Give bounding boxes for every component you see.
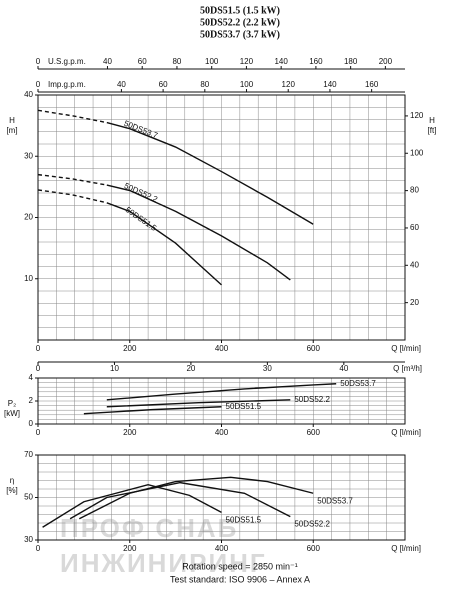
y-tick-label: 30 [24, 151, 33, 160]
x-tick-label: 400 [215, 344, 229, 353]
x-tick-label: 0 [36, 80, 41, 89]
x-tick-label: 140 [323, 80, 337, 89]
curve-label: 50DS53.7 [340, 379, 376, 388]
x-tick-label: 40 [103, 57, 112, 66]
y2-axis-label: H [429, 116, 435, 125]
x-tick-label: 400 [215, 428, 229, 437]
curve [37, 109, 107, 124]
curve [83, 406, 222, 415]
curve-label: 50DS51.5 [124, 205, 159, 233]
y-tick-label: 20 [24, 213, 33, 222]
x-tick-label: 100 [205, 57, 219, 66]
x-tick-label: 0 [36, 344, 41, 353]
x-tick-label: 60 [138, 57, 147, 66]
x-tick-label: 140 [274, 57, 288, 66]
x-tick-label: 40 [117, 80, 126, 89]
x-tick-label: 160 [365, 80, 379, 89]
y2-tick-label: 40 [410, 260, 419, 269]
y-axis-label: η [10, 476, 14, 485]
title-line: 50DS51.5 (1.5 kW) [200, 5, 280, 16]
curve-label: 50DS51.5 [226, 515, 262, 524]
y-tick-label: 10 [24, 274, 33, 283]
title-line: 50DS52.2 (2.2 kW) [200, 17, 280, 28]
x-tick-label: 10 [110, 364, 119, 373]
x-tick-label: 30 [263, 364, 272, 373]
footer-line: Test standard: ISO 9906 – Annex A [170, 574, 310, 584]
x-axis-label: Q [l/min] [391, 428, 421, 437]
x-tick-label: 200 [123, 428, 137, 437]
y-tick-label: 2 [29, 396, 34, 405]
curve [37, 173, 107, 186]
x-axis-label: U.S.g.p.m. [48, 57, 86, 66]
y-axis-unit: [%] [6, 486, 18, 495]
x-tick-label: 200 [123, 344, 137, 353]
curve [69, 481, 291, 520]
y2-tick-label: 120 [410, 111, 424, 120]
y-tick-label: 50 [24, 493, 33, 502]
x-tick-label: 180 [344, 57, 358, 66]
title-line: 50DS53.7 (3.7 kW) [200, 29, 280, 40]
x-tick-label: 600 [307, 344, 321, 353]
curve [106, 121, 314, 225]
curve [42, 484, 222, 528]
y-axis-unit: [m] [6, 126, 17, 135]
curve [37, 189, 107, 204]
y2-tick-label: 60 [410, 223, 419, 232]
footer-line: Rotation speed = 2850 min⁻¹ [182, 561, 298, 571]
curve [106, 202, 222, 286]
x-tick-label: 120 [240, 57, 254, 66]
x-tick-label: 200 [123, 544, 137, 553]
curve [106, 399, 291, 408]
y-tick-label: 0 [29, 419, 34, 428]
x-tick-label: 160 [309, 57, 323, 66]
y-axis-label: P₂ [8, 399, 16, 408]
x-tick-label: 0 [36, 364, 41, 373]
x-tick-label: 40 [339, 364, 348, 373]
curve [78, 476, 314, 520]
y2-tick-label: 20 [410, 298, 419, 307]
x-tick-label: 0 [36, 57, 41, 66]
y2-tick-label: 100 [410, 148, 424, 157]
y-tick-label: 40 [24, 90, 33, 99]
x-tick-label: 600 [307, 544, 321, 553]
curve-label: 50DS52.2 [294, 520, 330, 529]
y-axis-label: H [9, 116, 15, 125]
curve-label: 50DS52.2 [123, 181, 160, 204]
watermark: ПРОФ СНАБ [60, 513, 238, 543]
y-tick-label: 4 [29, 373, 34, 382]
y2-tick-label: 80 [410, 186, 419, 195]
y2-axis-unit: [ft] [428, 126, 437, 135]
y-tick-label: 30 [24, 535, 33, 544]
x-tick-label: 600 [307, 428, 321, 437]
curve-label: 50DS52.2 [294, 395, 330, 404]
x-tick-label: 80 [200, 80, 209, 89]
curve-label: 50DS51.5 [226, 402, 262, 411]
x-tick-label: 0 [36, 544, 41, 553]
curve [106, 184, 291, 281]
x-tick-label: 400 [215, 544, 229, 553]
x-tick-label: 0 [36, 428, 41, 437]
x-axis-label: Q [l/min] [391, 544, 421, 553]
x-tick-label: 60 [159, 80, 168, 89]
x-axis-label: Q [l/min] [391, 344, 421, 353]
x-tick-label: 120 [282, 80, 296, 89]
y-axis-unit: [kW] [4, 409, 20, 418]
y-tick-label: 70 [24, 450, 33, 459]
curve-label: 50DS53.7 [317, 496, 353, 505]
x-tick-label: 100 [240, 80, 254, 89]
watermark: ИНЖИНИРИНГ [60, 548, 267, 578]
x-tick-label: 80 [172, 57, 181, 66]
x-axis-label: Q [m³/h] [393, 364, 422, 373]
curve [106, 383, 337, 401]
x-tick-label: 20 [186, 364, 195, 373]
x-axis-label: Imp.g.p.m. [48, 80, 86, 89]
x-tick-label: 200 [379, 57, 393, 66]
curve-label: 50DS53.7 [123, 119, 160, 141]
